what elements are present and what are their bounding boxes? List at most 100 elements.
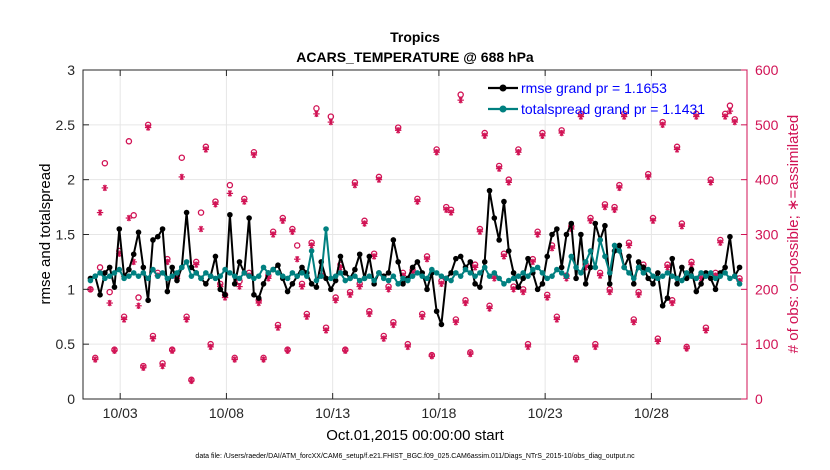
- obs-assimilated-point: [250, 151, 258, 159]
- obs-assimilated-point: [630, 319, 637, 326]
- obs-assimilated-point: [404, 343, 411, 351]
- rmse-point: [203, 281, 209, 287]
- obs-assimilated-point: [519, 288, 527, 296]
- obs-assimilated-point: [269, 231, 277, 238]
- obs-assimilated-point: [327, 118, 335, 126]
- obs-assimilated-point: [649, 217, 657, 224]
- spread-point: [419, 273, 426, 279]
- rmse-point: [457, 253, 464, 260]
- spread-point: [222, 266, 228, 273]
- rmse-point: [616, 242, 623, 249]
- spread-point: [731, 273, 738, 279]
- rmse-point: [183, 209, 190, 216]
- obs-assimilated-point: [731, 118, 738, 126]
- spread-point: [178, 264, 185, 271]
- obs-assimilated-point: [168, 347, 176, 354]
- rmse-point: [130, 251, 137, 258]
- obs-assimilated-point: [423, 255, 431, 263]
- spread-point: [669, 273, 676, 279]
- obs-assimilated-point: [457, 96, 464, 104]
- spread-point: [457, 273, 464, 279]
- rmse-point: [534, 286, 541, 293]
- rmse-point: [352, 266, 358, 273]
- rmse-point: [332, 277, 339, 284]
- rmse-point: [539, 281, 546, 287]
- spread-point: [323, 226, 329, 232]
- y-tick-label: 1.5: [56, 227, 76, 243]
- obs-assimilated-point: [111, 347, 118, 354]
- obs-assimilated-point: [125, 214, 133, 222]
- obs-assimilated-point: [726, 107, 734, 115]
- spread-point: [592, 264, 599, 271]
- obs-assimilated-point: [673, 146, 681, 153]
- spread-point: [707, 270, 714, 276]
- rmse-point: [640, 264, 647, 271]
- rmse-point: [433, 308, 440, 315]
- obs-assimilated-point: [370, 253, 378, 260]
- rmse-point: [400, 281, 406, 287]
- obs-assimilated-point: [375, 176, 383, 183]
- rmse-point: [606, 281, 613, 287]
- rmse-point: [246, 215, 252, 221]
- spread-point: [616, 248, 623, 254]
- spread-point: [400, 275, 406, 282]
- rmse-point: [169, 264, 175, 271]
- spread-point: [510, 275, 517, 282]
- rmse-point: [659, 302, 666, 309]
- obs-assimilated-point: [611, 206, 618, 214]
- spread-point: [626, 270, 632, 276]
- obs-possible-point: [130, 212, 137, 219]
- obs-assimilated-point: [476, 228, 484, 235]
- obs-assimilated-point: [255, 299, 262, 307]
- rmse-point: [635, 259, 642, 265]
- spread-point: [371, 277, 377, 284]
- obs-possible-point: [101, 159, 109, 167]
- rmse-point: [544, 253, 551, 260]
- spread-point: [525, 273, 531, 279]
- rmse-point: [299, 264, 305, 271]
- spread-point: [693, 275, 700, 282]
- spread-point: [275, 270, 281, 276]
- obs-assimilated-point: [236, 283, 243, 290]
- legend: rmse grand pr = 1.1653 totalspread grand…: [488, 80, 705, 117]
- rmse-point: [414, 259, 421, 265]
- obs-possible-point: [96, 264, 104, 271]
- spread-point: [698, 270, 704, 276]
- rmse-point: [645, 275, 652, 282]
- obs-assimilated-point: [433, 149, 440, 156]
- rmse-point: [472, 281, 478, 287]
- spread-point: [621, 264, 627, 271]
- x-tick-label: 10/03: [103, 405, 138, 421]
- spread-point: [356, 277, 363, 284]
- obs-assimilated-point: [558, 129, 565, 137]
- rmse-point: [140, 264, 147, 271]
- x-tick-label: 10/28: [634, 405, 669, 421]
- spread-point: [582, 259, 589, 265]
- obs-assimilated-point: [678, 223, 686, 230]
- obs-assimilated-point: [149, 335, 157, 342]
- spread-point: [409, 273, 416, 279]
- spread-point: [207, 273, 214, 279]
- rmse-point: [159, 226, 166, 232]
- spread-point: [212, 275, 219, 282]
- spread-point: [486, 273, 493, 279]
- spread-point: [544, 275, 551, 282]
- rmse-point: [145, 297, 151, 304]
- obs-assimilated-point: [500, 253, 508, 260]
- spread-point: [505, 277, 512, 284]
- spread-point: [573, 264, 579, 271]
- spread-point: [539, 270, 546, 276]
- rmse-point: [698, 281, 704, 287]
- obs-assimilated-point: [96, 209, 104, 216]
- obs-possible-point: [135, 294, 142, 301]
- footnote: data file: /Users/raeder/DAI/ATM_forcXX/…: [195, 453, 635, 460]
- obs-assimilated-point: [515, 149, 522, 156]
- rmse-point: [135, 229, 142, 236]
- obs-assimilated-point: [669, 299, 676, 307]
- y-tick-label: 0: [67, 391, 75, 407]
- y2-tick-label: 200: [755, 281, 779, 297]
- rmse-point: [467, 259, 474, 265]
- rmse-point: [106, 264, 113, 271]
- rmse-point: [154, 233, 161, 240]
- obs-assimilated-point: [92, 356, 99, 363]
